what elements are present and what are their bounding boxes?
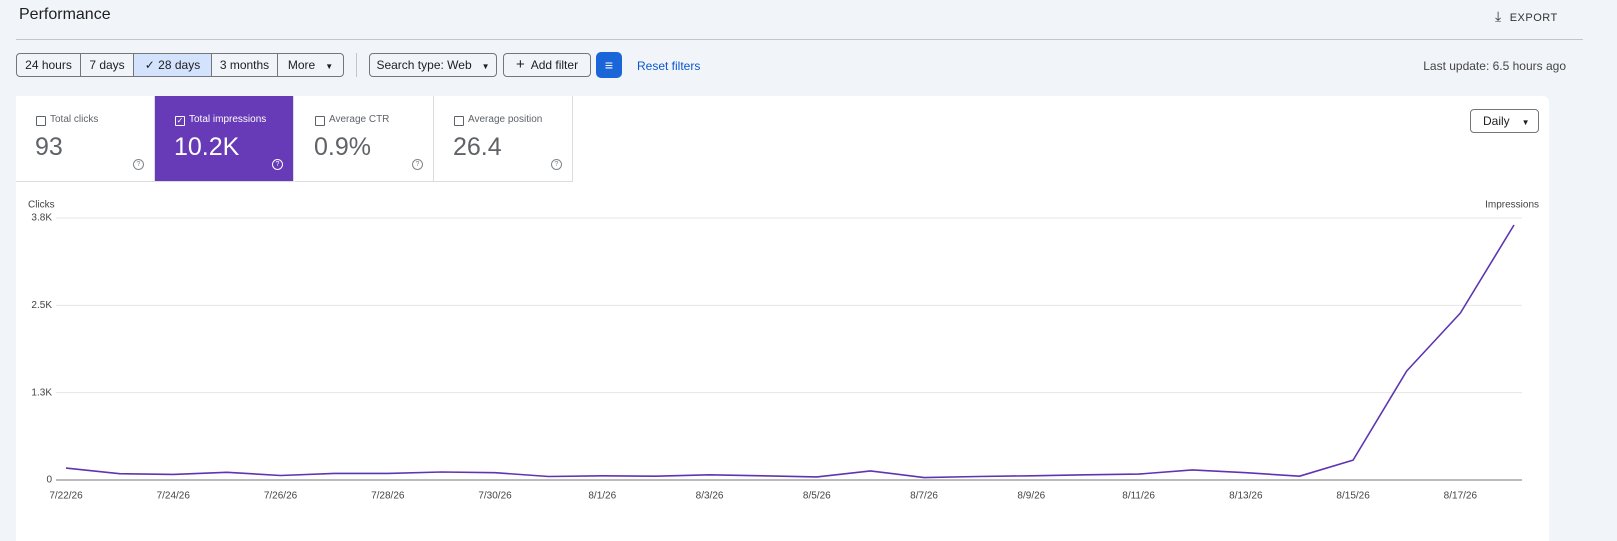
x-tick-label: 8/13/26 (1229, 491, 1263, 502)
x-tick-label: 7/30/26 (478, 491, 512, 502)
help-icon: ? (412, 159, 423, 170)
page-title: Performance (19, 6, 111, 23)
y2-axis-label: Impressions (1485, 200, 1539, 211)
caret: ▼ (481, 62, 490, 71)
metric-label: Total impressions (189, 114, 267, 125)
more-label: More (287, 58, 316, 72)
add-filter-button[interactable]: + Add filter (503, 53, 591, 77)
y-tick-label: 3.8K (31, 213, 52, 224)
x-tick-label: 7/22/26 (49, 491, 83, 502)
range-button[interactable]: 7 days (81, 54, 134, 76)
range-button[interactable]: 24 hours (17, 54, 81, 76)
search-type-label: Search type: Web (376, 58, 472, 72)
metric-value: 26.4 (453, 133, 502, 161)
x-tick-label: 8/3/26 (696, 491, 724, 502)
granularity-label: Daily (1483, 114, 1510, 128)
range-label: 28 days (158, 58, 201, 72)
range-button-selected[interactable]: ✓ 28 days (134, 54, 212, 76)
checkbox (454, 116, 464, 126)
filter-icon-button[interactable]: ≡ (596, 52, 622, 78)
export-label: EXPORT (1509, 12, 1558, 24)
reset-filters-link[interactable]: Reset filters (637, 59, 701, 73)
download-icon: ⤓ (1495, 8, 1502, 24)
export-button[interactable]: ⤓ EXPORT (1495, 8, 1558, 25)
metric-value: 0.9% (314, 133, 371, 161)
help-icon: ? (272, 159, 283, 170)
checkbox (315, 116, 325, 126)
metric-label: Total clicks (50, 114, 99, 125)
x-tick-label: 8/17/26 (1444, 491, 1478, 502)
y-tick-label: 1.3K (31, 387, 52, 398)
metric-value: 10.2K (174, 133, 240, 161)
x-tick-label: 8/9/26 (1017, 491, 1045, 502)
x-tick-label: 7/28/26 (371, 491, 405, 502)
help-icon: ? (551, 159, 562, 170)
metric-label: Average CTR (329, 114, 390, 125)
range-button[interactable]: 3 months (212, 54, 278, 76)
x-tick-label: 7/26/26 (264, 491, 298, 502)
x-tick-label: 8/15/26 (1336, 491, 1370, 502)
y-tick-label: 2.5K (31, 300, 52, 311)
add-filter-label: Add filter (530, 58, 579, 72)
x-tick-label: 8/5/26 (803, 491, 831, 502)
metric-card[interactable]: Total clicks 93? (16, 96, 155, 182)
search-type-button[interactable]: Search type: Web ▼ (369, 53, 497, 77)
impressions-line (65, 224, 1515, 479)
y-tick-label: 0 (46, 475, 52, 486)
metric-label: Average position (468, 114, 543, 125)
check-icon: ✓ (144, 58, 159, 72)
separator (356, 53, 357, 77)
checkbox-checked: ✓ (175, 116, 185, 126)
metric-card[interactable]: Average position 26.4? (434, 96, 573, 182)
metric-value: 93 (35, 133, 63, 161)
plus-icon: + (515, 56, 525, 73)
x-tick-label: 8/1/26 (588, 491, 616, 502)
metric-card-selected[interactable]: ✓ Total impressions 10.2K? (155, 96, 294, 182)
date-range-group: 24 hours 7 days ✓ 28 days 3 months More ▼ (16, 53, 344, 77)
last-update: Last update: 6.5 hours ago (1423, 59, 1566, 73)
caret: ▼ (1521, 118, 1530, 127)
y-axis-label: Clicks (28, 200, 55, 211)
granularity-select[interactable]: Daily ▼ (1470, 109, 1539, 133)
help-icon: ? (133, 159, 144, 170)
x-tick-label: 8/7/26 (910, 491, 938, 502)
divider (16, 39, 1583, 40)
x-tick-label: 7/24/26 (157, 491, 191, 502)
checkbox (36, 116, 46, 126)
caret: ▼ (325, 62, 334, 71)
more-button[interactable]: More ▼ (278, 54, 343, 76)
x-tick-label: 8/11/26 (1122, 491, 1155, 502)
metric-card[interactable]: Average CTR 0.9%? (295, 96, 434, 182)
